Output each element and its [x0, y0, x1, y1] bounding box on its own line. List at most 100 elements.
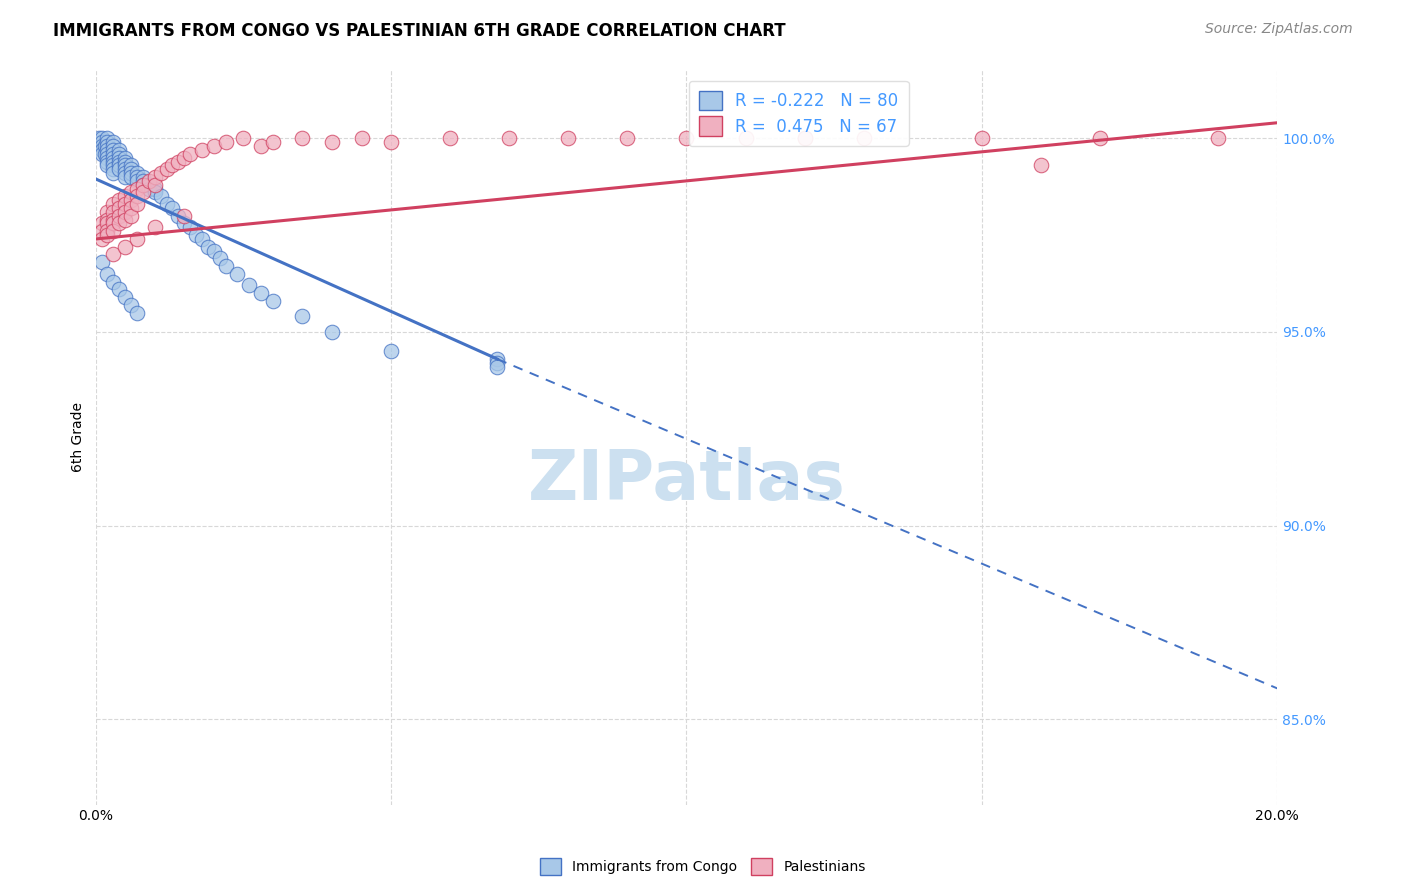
Point [96, 158, 118, 172]
Point [321, 325, 343, 339]
Point [114, 162, 136, 177]
Point [120, 158, 142, 172]
Point [96, 205, 118, 219]
Point [321, 135, 343, 149]
Point [132, 174, 155, 188]
Point [439, 131, 461, 145]
Point [232, 131, 254, 145]
Point [103, 212, 125, 227]
Legend: R = -0.222   N = 80, R =  0.475   N = 67: R = -0.222 N = 80, R = 0.475 N = 67 [689, 80, 908, 145]
Point [90, 255, 112, 269]
Point [103, 143, 125, 157]
Point [173, 151, 195, 165]
Text: ZIPatlas: ZIPatlas [527, 447, 845, 514]
Point [162, 201, 184, 215]
Point [103, 158, 125, 172]
Point [616, 131, 638, 145]
Point [96, 212, 118, 227]
Point [132, 178, 155, 192]
Point [114, 151, 136, 165]
Point [93, 139, 115, 153]
Point [214, 135, 236, 149]
Point [120, 201, 142, 215]
Point [120, 162, 142, 177]
Point [108, 209, 131, 223]
Point [197, 240, 219, 254]
Point [120, 193, 142, 207]
Point [103, 151, 125, 165]
Point [96, 146, 118, 161]
Point [108, 282, 131, 296]
Point [138, 174, 160, 188]
Point [149, 189, 172, 203]
Point [1029, 158, 1052, 172]
Point [108, 162, 131, 177]
Point [155, 197, 177, 211]
Point [138, 181, 160, 195]
Point [852, 131, 875, 145]
Point [250, 286, 273, 301]
Point [173, 217, 195, 231]
Point [208, 252, 231, 266]
Point [114, 290, 136, 304]
Point [103, 139, 125, 153]
Y-axis label: 6th Grade: 6th Grade [72, 401, 86, 472]
Point [132, 169, 155, 184]
Point [184, 228, 207, 243]
Point [675, 131, 697, 145]
Point [103, 135, 125, 149]
Point [291, 131, 314, 145]
Point [125, 305, 148, 319]
Point [1088, 131, 1111, 145]
Point [90, 139, 112, 153]
Point [90, 146, 112, 161]
Point [103, 154, 125, 169]
Point [103, 146, 125, 161]
Point [125, 169, 148, 184]
Point [125, 189, 148, 203]
Point [96, 135, 118, 149]
Point [103, 197, 125, 211]
Point [143, 220, 166, 235]
Point [90, 131, 112, 145]
Point [108, 146, 131, 161]
Point [114, 158, 136, 172]
Point [380, 344, 402, 359]
Point [486, 356, 509, 370]
Point [103, 162, 125, 177]
Point [125, 197, 148, 211]
Point [970, 131, 993, 145]
Point [114, 205, 136, 219]
Text: Source: ZipAtlas.com: Source: ZipAtlas.com [1205, 22, 1353, 37]
Point [143, 178, 166, 192]
Point [108, 158, 131, 172]
Point [191, 232, 214, 246]
Point [125, 181, 148, 195]
Point [238, 278, 260, 293]
Point [125, 166, 148, 180]
Point [96, 228, 118, 243]
Point [167, 209, 190, 223]
Point [132, 186, 155, 200]
Point [108, 193, 131, 207]
Point [108, 151, 131, 165]
Point [108, 201, 131, 215]
Point [96, 217, 118, 231]
Point [125, 232, 148, 246]
Point [114, 154, 136, 169]
Point [291, 310, 314, 324]
Point [793, 131, 815, 145]
Point [114, 197, 136, 211]
Point [486, 359, 509, 374]
Point [173, 209, 195, 223]
Point [120, 186, 142, 200]
Point [103, 275, 125, 289]
Point [90, 135, 112, 149]
Point [96, 151, 118, 165]
Point [143, 181, 166, 195]
Point [380, 135, 402, 149]
Point [214, 259, 236, 273]
Point [226, 267, 249, 281]
Point [202, 139, 225, 153]
Legend: Immigrants from Congo, Palestinians: Immigrants from Congo, Palestinians [534, 853, 872, 880]
